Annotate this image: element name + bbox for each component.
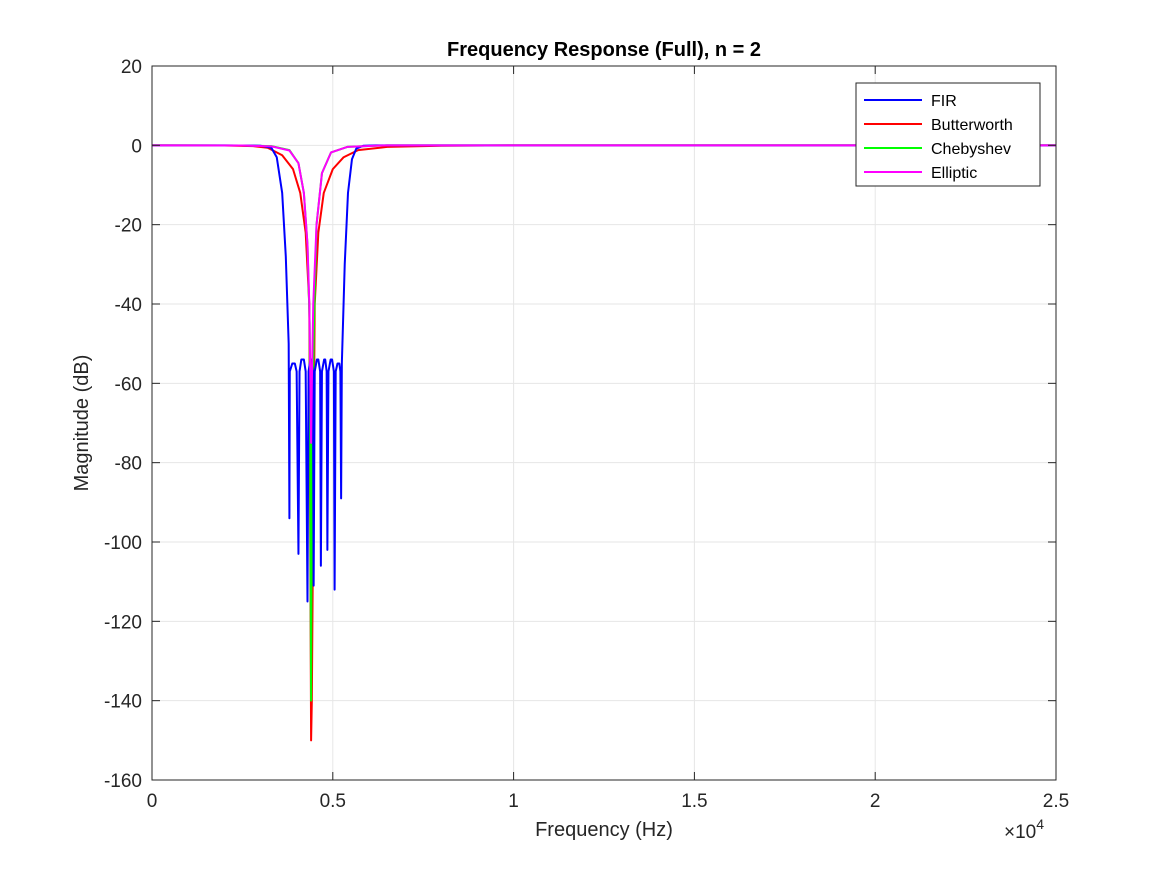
legend-label-fir: FIR xyxy=(931,93,957,110)
series-line-elliptic xyxy=(152,144,1056,444)
y-tick-label: 20 xyxy=(121,57,142,78)
y-tick-label: -20 xyxy=(115,216,142,237)
x-tick-label: 2.5 xyxy=(1043,791,1069,812)
legend-label-elliptic: Elliptic xyxy=(931,165,977,182)
plot-frame xyxy=(151,65,1057,781)
x-tick-label: 2 xyxy=(870,791,881,812)
y-axis-label: Magnitude (dB) xyxy=(71,355,93,492)
legend-label-chebyshev: Chebyshev xyxy=(931,141,1011,158)
legend: FIR Butterworth Chebyshev Elliptic xyxy=(855,82,1041,187)
y-tick-label: -120 xyxy=(104,612,142,633)
series-line-fir xyxy=(152,144,1056,603)
y-tick-label: 0 xyxy=(131,136,142,157)
chart-title: Frequency Response (Full), n = 2 xyxy=(447,39,761,61)
legend-label-butterworth: Butterworth xyxy=(931,117,1013,134)
x-axis-multiplier-base: ×10 xyxy=(1004,822,1036,843)
series-lines xyxy=(152,144,1056,742)
y-tick-label: -40 xyxy=(115,295,142,316)
y-tick-label: -100 xyxy=(104,533,142,554)
axis-ticks: 0 0.5 1 1.5 2 2.5 -160 -140 -120 -100 -80 -60 -40 -20… xyxy=(104,57,1069,812)
x-tick-label: 0 xyxy=(147,791,158,812)
y-tick-label: -60 xyxy=(115,374,142,395)
x-axis-label: Frequency (Hz) xyxy=(535,819,673,841)
x-tick-label: 1.5 xyxy=(681,791,707,812)
x-tick-label: 1 xyxy=(508,791,519,812)
y-tick-label: -140 xyxy=(104,692,142,713)
x-axis-multiplier-exponent: 4 xyxy=(1036,816,1044,832)
x-axis-multiplier: ×104 xyxy=(1004,816,1044,843)
x-tick-label: 0.5 xyxy=(320,791,346,812)
y-tick-label: -80 xyxy=(115,454,142,475)
y-tick-label: -160 xyxy=(104,771,142,792)
